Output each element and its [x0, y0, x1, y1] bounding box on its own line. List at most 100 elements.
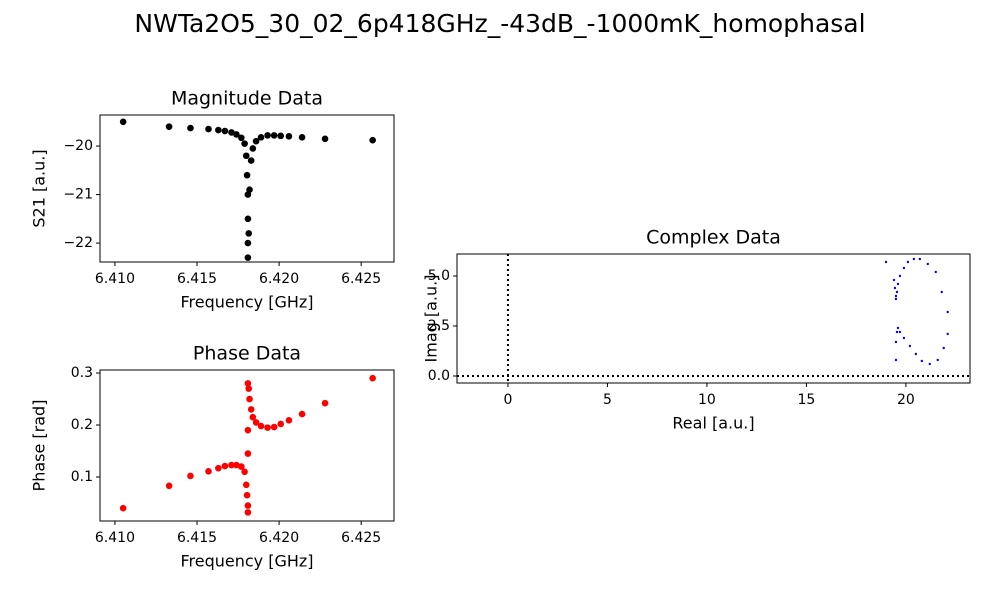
y-tick-label: 0.3 [71, 365, 93, 381]
point [233, 131, 240, 138]
point [321, 399, 329, 407]
point [369, 136, 376, 144]
point [926, 262, 930, 266]
point [241, 468, 248, 476]
subplot-title: Magnitude Data [171, 88, 323, 110]
point [119, 118, 127, 126]
y-tick-label: 0.0 [428, 368, 450, 384]
point [894, 340, 898, 344]
y-axis-label: Phase [rad] [30, 400, 49, 492]
point [165, 123, 173, 130]
point [895, 290, 899, 294]
point [896, 282, 900, 286]
point [914, 352, 918, 356]
point [244, 509, 252, 516]
figure-title: NWTa2O5_30_02_6p418GHz_-43dB_-1000mK_hom… [134, 9, 865, 38]
x-tick-label: 6.425 [341, 271, 381, 287]
x-tick-label: 6.420 [259, 530, 299, 546]
point [895, 330, 899, 334]
point [244, 380, 252, 387]
point [221, 127, 229, 135]
point [298, 134, 306, 141]
point [187, 124, 194, 132]
point [936, 358, 939, 362]
axes-frame [456, 253, 971, 384]
point [221, 462, 229, 470]
y-tick-label: −20 [63, 138, 93, 154]
x-tick-label: 20 [897, 392, 915, 408]
y-tick-label: 0.2 [71, 417, 93, 433]
point [244, 426, 252, 434]
x-tick-label: 5 [603, 392, 612, 408]
point [894, 294, 898, 298]
point [285, 133, 293, 140]
point [247, 157, 255, 164]
point [244, 502, 252, 509]
point [244, 450, 252, 457]
point [277, 132, 285, 140]
point [892, 278, 896, 282]
point [902, 336, 906, 340]
point [942, 346, 945, 350]
point [264, 424, 271, 431]
point [270, 423, 278, 431]
point [902, 266, 906, 270]
point [946, 332, 949, 336]
point [894, 297, 898, 301]
point [898, 330, 902, 334]
x-tick-label: 6.410 [95, 271, 135, 287]
point [896, 326, 900, 330]
point [893, 286, 897, 290]
point [205, 467, 212, 475]
point [246, 395, 253, 403]
x-tick-label: 6.415 [177, 271, 217, 287]
point [918, 257, 922, 261]
subplot-title: Phase Data [193, 343, 301, 365]
axes-frame [99, 114, 395, 263]
point [238, 463, 245, 470]
point [920, 359, 924, 363]
point [205, 125, 212, 133]
point [277, 420, 285, 428]
point [884, 260, 888, 264]
point [244, 239, 252, 247]
point [940, 290, 943, 294]
axes-frame [99, 369, 395, 522]
x-axis-label: Real [a.u.] [672, 414, 754, 433]
x-tick-label: 6.415 [177, 530, 217, 546]
y-tick-label: 0.1 [71, 469, 93, 485]
point [244, 254, 252, 261]
point [257, 422, 265, 430]
point [242, 152, 250, 160]
point [241, 140, 248, 147]
point [264, 132, 271, 139]
y-tick-label: 5.0 [428, 268, 450, 284]
point [928, 362, 932, 366]
subplot-title: Complex Data [646, 227, 781, 249]
y-tick-label: 2.5 [428, 318, 450, 334]
point [894, 358, 898, 362]
x-tick-label: 6.420 [259, 271, 299, 287]
point [243, 171, 251, 179]
y-tick-label: −22 [63, 235, 93, 251]
point [165, 482, 173, 490]
point [369, 374, 376, 382]
x-tick-label: 6.410 [95, 530, 135, 546]
point [906, 260, 910, 264]
point [257, 134, 265, 141]
point [247, 406, 255, 413]
x-tick-label: 6.425 [341, 530, 381, 546]
point [215, 126, 222, 134]
y-tick-label: −21 [63, 187, 93, 203]
point [245, 230, 253, 237]
point [238, 134, 245, 142]
point [252, 137, 260, 145]
point [243, 491, 251, 499]
x-axis-label: Frequency [GHz] [180, 552, 313, 571]
point [285, 417, 293, 424]
point [946, 310, 949, 314]
point [252, 419, 260, 426]
point [898, 274, 902, 278]
x-tick-label: 15 [798, 392, 816, 408]
